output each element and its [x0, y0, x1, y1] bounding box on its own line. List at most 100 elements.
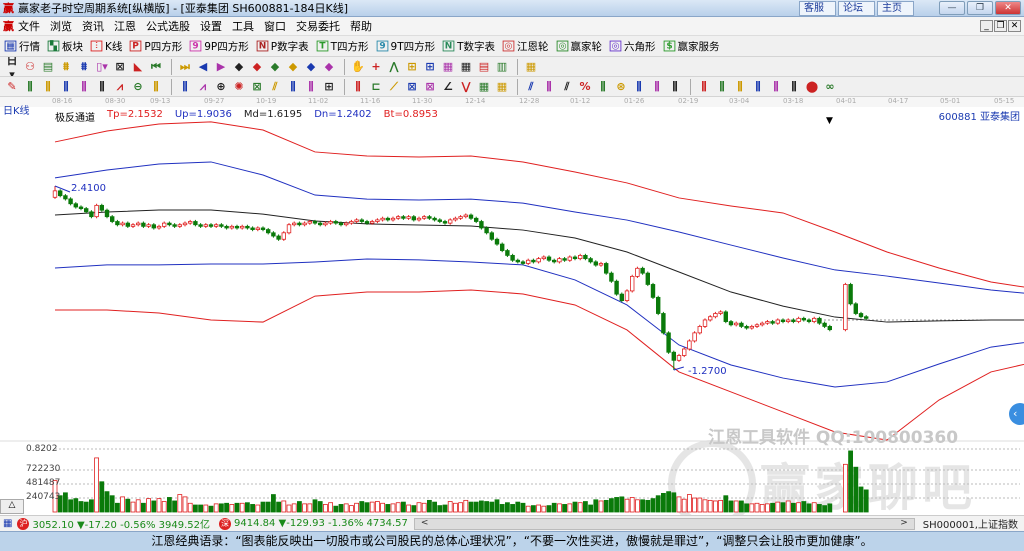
- toolbar-button[interactable]: ▦ 行情: [4, 39, 40, 54]
- tool-icon[interactable]: ▦: [525, 60, 537, 73]
- tool-icon[interactable]: ⫼: [546, 79, 552, 93]
- tool-icon[interactable]: %: [579, 80, 591, 93]
- tool-icon[interactable]: ⫼: [81, 79, 87, 93]
- mdi-minimize-button[interactable]: _: [980, 20, 993, 32]
- tool-icon[interactable]: ▯▾: [96, 60, 108, 73]
- tool-icon[interactable]: ⊏: [371, 80, 381, 93]
- tool-icon[interactable]: ⏮: [151, 59, 161, 73]
- tool-icon[interactable]: ▦: [460, 60, 472, 73]
- tool-icon[interactable]: ⋀: [389, 60, 399, 73]
- menu-help[interactable]: 帮助: [350, 20, 372, 33]
- tool-icon[interactable]: ⊠: [115, 60, 125, 73]
- tool-icon[interactable]: ⬤: [805, 80, 819, 93]
- tool-icon[interactable]: ✋: [351, 60, 365, 73]
- tool-icon[interactable]: ⩩: [63, 59, 69, 73]
- tool-icon[interactable]: ⩘: [199, 79, 207, 93]
- toolbar-button[interactable]: T T四方形: [316, 39, 369, 54]
- tool-icon[interactable]: ⫼: [654, 79, 660, 93]
- tool-icon[interactable]: ⫽: [528, 79, 534, 93]
- tool-icon[interactable]: ⫼: [701, 79, 707, 93]
- tool-icon[interactable]: ▥: [496, 60, 508, 73]
- tool-icon[interactable]: ⫼: [99, 79, 105, 93]
- menu-file[interactable]: 文件: [18, 20, 40, 33]
- index-selector[interactable]: SH000001,上证指数: [922, 520, 1018, 531]
- tool-icon[interactable]: ⊕: [216, 80, 226, 93]
- tool-icon[interactable]: ✎: [7, 80, 17, 93]
- toolbar-button[interactable]: $ 赢家服务: [663, 39, 720, 54]
- tool-icon[interactable]: ⫽: [564, 79, 570, 93]
- toolbar-button[interactable]: N P数字表: [256, 39, 309, 54]
- homepage-link[interactable]: 主页: [877, 1, 914, 16]
- tool-icon[interactable]: ◆: [324, 60, 334, 73]
- tool-icon[interactable]: ⫼: [290, 79, 296, 93]
- tool-icon[interactable]: ⫼: [672, 79, 678, 93]
- tool-icon[interactable]: ⊠: [407, 80, 417, 93]
- tool-icon[interactable]: ⫼: [600, 79, 606, 93]
- menu-info[interactable]: 资讯: [82, 20, 104, 33]
- restore-button[interactable]: ❐: [967, 1, 993, 15]
- tool-icon[interactable]: ⊠: [425, 80, 435, 93]
- menu-tools[interactable]: 工具: [232, 20, 254, 33]
- tool-icon[interactable]: ⫼: [737, 79, 743, 93]
- tool-icon[interactable]: ✺: [234, 80, 244, 93]
- tool-icon[interactable]: ⊞: [324, 80, 334, 93]
- menu-window[interactable]: 窗口: [264, 20, 286, 33]
- tool-icon[interactable]: ⫼: [791, 79, 797, 93]
- tool-icon[interactable]: ▤: [42, 60, 54, 73]
- tool-icon[interactable]: 日▾: [6, 57, 18, 77]
- expand-panel-button[interactable]: △: [0, 499, 24, 514]
- tool-icon[interactable]: ⟋: [390, 79, 398, 93]
- toolbar-button[interactable]: 9 9P四方形: [189, 39, 249, 54]
- close-button[interactable]: ✕: [995, 1, 1021, 15]
- scroll-left-button[interactable]: <: [420, 517, 429, 528]
- tool-icon[interactable]: ⫼: [773, 79, 779, 93]
- tool-icon[interactable]: ⊞: [425, 60, 435, 73]
- tool-icon[interactable]: ⫼: [153, 79, 159, 93]
- tool-icon[interactable]: ▤: [478, 60, 490, 73]
- tool-icon[interactable]: ◆: [234, 60, 244, 73]
- tool-icon[interactable]: ⊞: [407, 60, 417, 73]
- tool-icon[interactable]: ⊛: [616, 80, 626, 93]
- tool-icon[interactable]: ◀: [198, 60, 208, 73]
- mdi-close-button[interactable]: ✕: [1008, 20, 1021, 32]
- tool-icon[interactable]: ⩩: [81, 59, 87, 73]
- tool-icon[interactable]: ⩘: [116, 79, 124, 93]
- calculator-icon[interactable]: ▦: [3, 518, 13, 529]
- tool-icon[interactable]: +: [371, 60, 381, 73]
- tool-icon[interactable]: ▦: [478, 80, 490, 93]
- tool-icon[interactable]: ∠: [443, 80, 453, 93]
- tool-icon[interactable]: ⫼: [308, 79, 314, 93]
- tool-icon[interactable]: ⚇: [25, 60, 35, 73]
- toolbar-button[interactable]: ◎ 赢家轮: [556, 39, 602, 54]
- tool-icon[interactable]: ⫼: [755, 79, 761, 93]
- toolbar-button[interactable]: ◎ 江恩轮: [502, 39, 549, 54]
- tool-icon[interactable]: ⫼: [719, 79, 725, 93]
- toolbar-button[interactable]: 9 9T四方形: [376, 39, 435, 54]
- tool-icon[interactable]: ⫽: [272, 79, 278, 93]
- toolbar-button[interactable]: P P四方形: [129, 39, 182, 54]
- tool-icon[interactable]: ◆: [288, 60, 298, 73]
- tool-icon[interactable]: ⫼: [27, 79, 33, 93]
- menu-formula[interactable]: 公式选股: [146, 20, 190, 33]
- toolbar-button[interactable]: ▚ 板块: [47, 39, 83, 54]
- tool-icon[interactable]: ◣: [133, 60, 143, 73]
- service-link[interactable]: 客服: [799, 1, 836, 16]
- tool-icon[interactable]: ◆: [270, 60, 280, 73]
- side-scroll-button[interactable]: ‹: [1009, 403, 1024, 425]
- tool-icon[interactable]: ∞: [825, 80, 835, 93]
- tool-icon[interactable]: ⊠: [252, 80, 262, 93]
- toolbar-button[interactable]: N T数字表: [442, 39, 495, 54]
- tool-icon[interactable]: ⋁: [461, 80, 471, 93]
- minimize-button[interactable]: —: [939, 1, 965, 15]
- menu-settings[interactable]: 设置: [200, 20, 222, 33]
- tool-icon[interactable]: ⫼: [45, 79, 51, 93]
- tool-icon[interactable]: ⫼: [636, 79, 642, 93]
- tool-icon[interactable]: ▦: [442, 60, 454, 73]
- menu-gann[interactable]: 江恩: [114, 20, 136, 33]
- tool-icon[interactable]: ◆: [306, 60, 316, 73]
- toolbar-button[interactable]: ⫶ K线: [90, 39, 122, 54]
- scroll-right-button[interactable]: >: [900, 517, 908, 528]
- tool-icon[interactable]: ⏭: [180, 59, 190, 73]
- mdi-restore-button[interactable]: ❐: [994, 20, 1007, 32]
